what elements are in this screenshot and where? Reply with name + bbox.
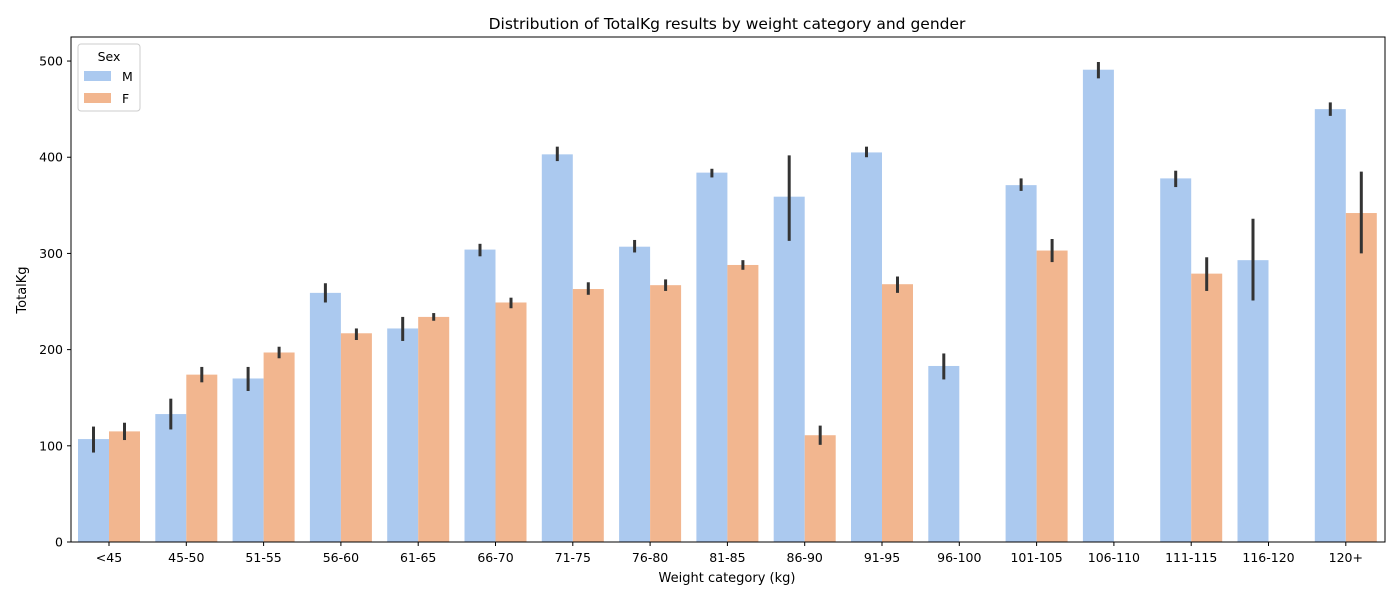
bar-f-7 <box>650 285 682 542</box>
x-tick-label-10: 91-95 <box>864 550 900 565</box>
x-tick-label-11: 96-100 <box>937 550 981 565</box>
bar-m-7 <box>619 246 651 542</box>
bar-f-1 <box>186 374 218 542</box>
x-axis: <45 45-50 51-55 56-60 61-65 66-70 71-75 76-80 81… <box>96 542 1363 565</box>
legend-swatch-m <box>84 71 111 81</box>
x-tick-label-12: 101-105 <box>1010 550 1062 565</box>
bar-f-10 <box>882 284 913 542</box>
y-tick-label-3: 300 <box>39 246 63 261</box>
x-tick-label-3: 56-60 <box>323 550 359 565</box>
x-tick-label-13: 106-110 <box>1088 550 1140 565</box>
y-tick-label-0: 0 <box>55 535 63 550</box>
legend-label-m: M <box>122 69 133 84</box>
bar-m-11 <box>928 365 960 542</box>
x-tick-label-6: 71-75 <box>555 550 591 565</box>
bar-m-0 <box>78 439 109 542</box>
bar-f-8 <box>727 264 759 542</box>
x-tick-label-4: 61-65 <box>400 550 436 565</box>
bar-m-3 <box>309 292 341 542</box>
x-tick-label-7: 76-80 <box>632 550 668 565</box>
x-tick-label-15: 116-120 <box>1242 550 1294 565</box>
bar-m-15 <box>1237 260 1269 542</box>
bar-m-12 <box>1005 185 1037 542</box>
bar-m-10 <box>851 152 882 542</box>
y-axis: 0 100 200 300 400 500 <box>39 54 71 550</box>
bar-f-0 <box>109 431 140 542</box>
bar-f-2 <box>263 352 295 542</box>
bar-f-5 <box>495 302 527 542</box>
legend-title: Sex <box>98 49 121 64</box>
x-tick-label-5: 66-70 <box>477 550 513 565</box>
bar-m-4 <box>387 328 419 542</box>
x-axis-label: Weight category (kg) <box>659 571 796 586</box>
plot-frame <box>70 36 1386 543</box>
x-tick-label-8: 81-85 <box>709 550 745 565</box>
x-tick-label-9: 86-90 <box>787 550 823 565</box>
bar-f-6 <box>572 289 604 542</box>
bar-m-16 <box>1314 109 1346 543</box>
legend-label-f: F <box>122 91 129 106</box>
bar-m-5 <box>464 249 496 543</box>
x-tick-label-1: 45-50 <box>168 550 204 565</box>
bar-f-3 <box>340 333 372 542</box>
bar-m-9 <box>773 196 805 542</box>
bar-m-6 <box>541 154 573 542</box>
bar-m-1 <box>155 414 187 542</box>
errorbars-layer <box>92 62 1363 453</box>
bar-m-8 <box>696 172 728 542</box>
y-axis-label: TotalKg <box>15 266 30 314</box>
y-tick-label-1: 100 <box>39 438 63 453</box>
legend-swatch-f <box>84 93 111 103</box>
bar-f-9 <box>804 435 836 542</box>
bar-m-2 <box>232 378 264 542</box>
y-tick-label-5: 500 <box>39 54 63 69</box>
chart-title: Distribution of TotalKg results by weigh… <box>489 15 966 33</box>
bar-f-4 <box>418 316 450 542</box>
legend: Sex M F <box>77 43 141 112</box>
y-tick-label-2: 200 <box>39 342 63 357</box>
y-tick-label-4: 400 <box>39 150 63 165</box>
x-tick-label-0: <45 <box>96 550 122 565</box>
x-tick-label-14: 111-115 <box>1165 550 1217 565</box>
bar-f-14 <box>1191 273 1223 542</box>
x-tick-label-16: 120+ <box>1329 550 1363 565</box>
bar-f-12 <box>1036 250 1068 543</box>
bar-m-13 <box>1082 69 1114 542</box>
bars-layer <box>78 69 1377 543</box>
x-tick-label-2: 51-55 <box>245 550 281 565</box>
bar-m-14 <box>1160 178 1192 542</box>
bar-f-16 <box>1345 213 1377 542</box>
